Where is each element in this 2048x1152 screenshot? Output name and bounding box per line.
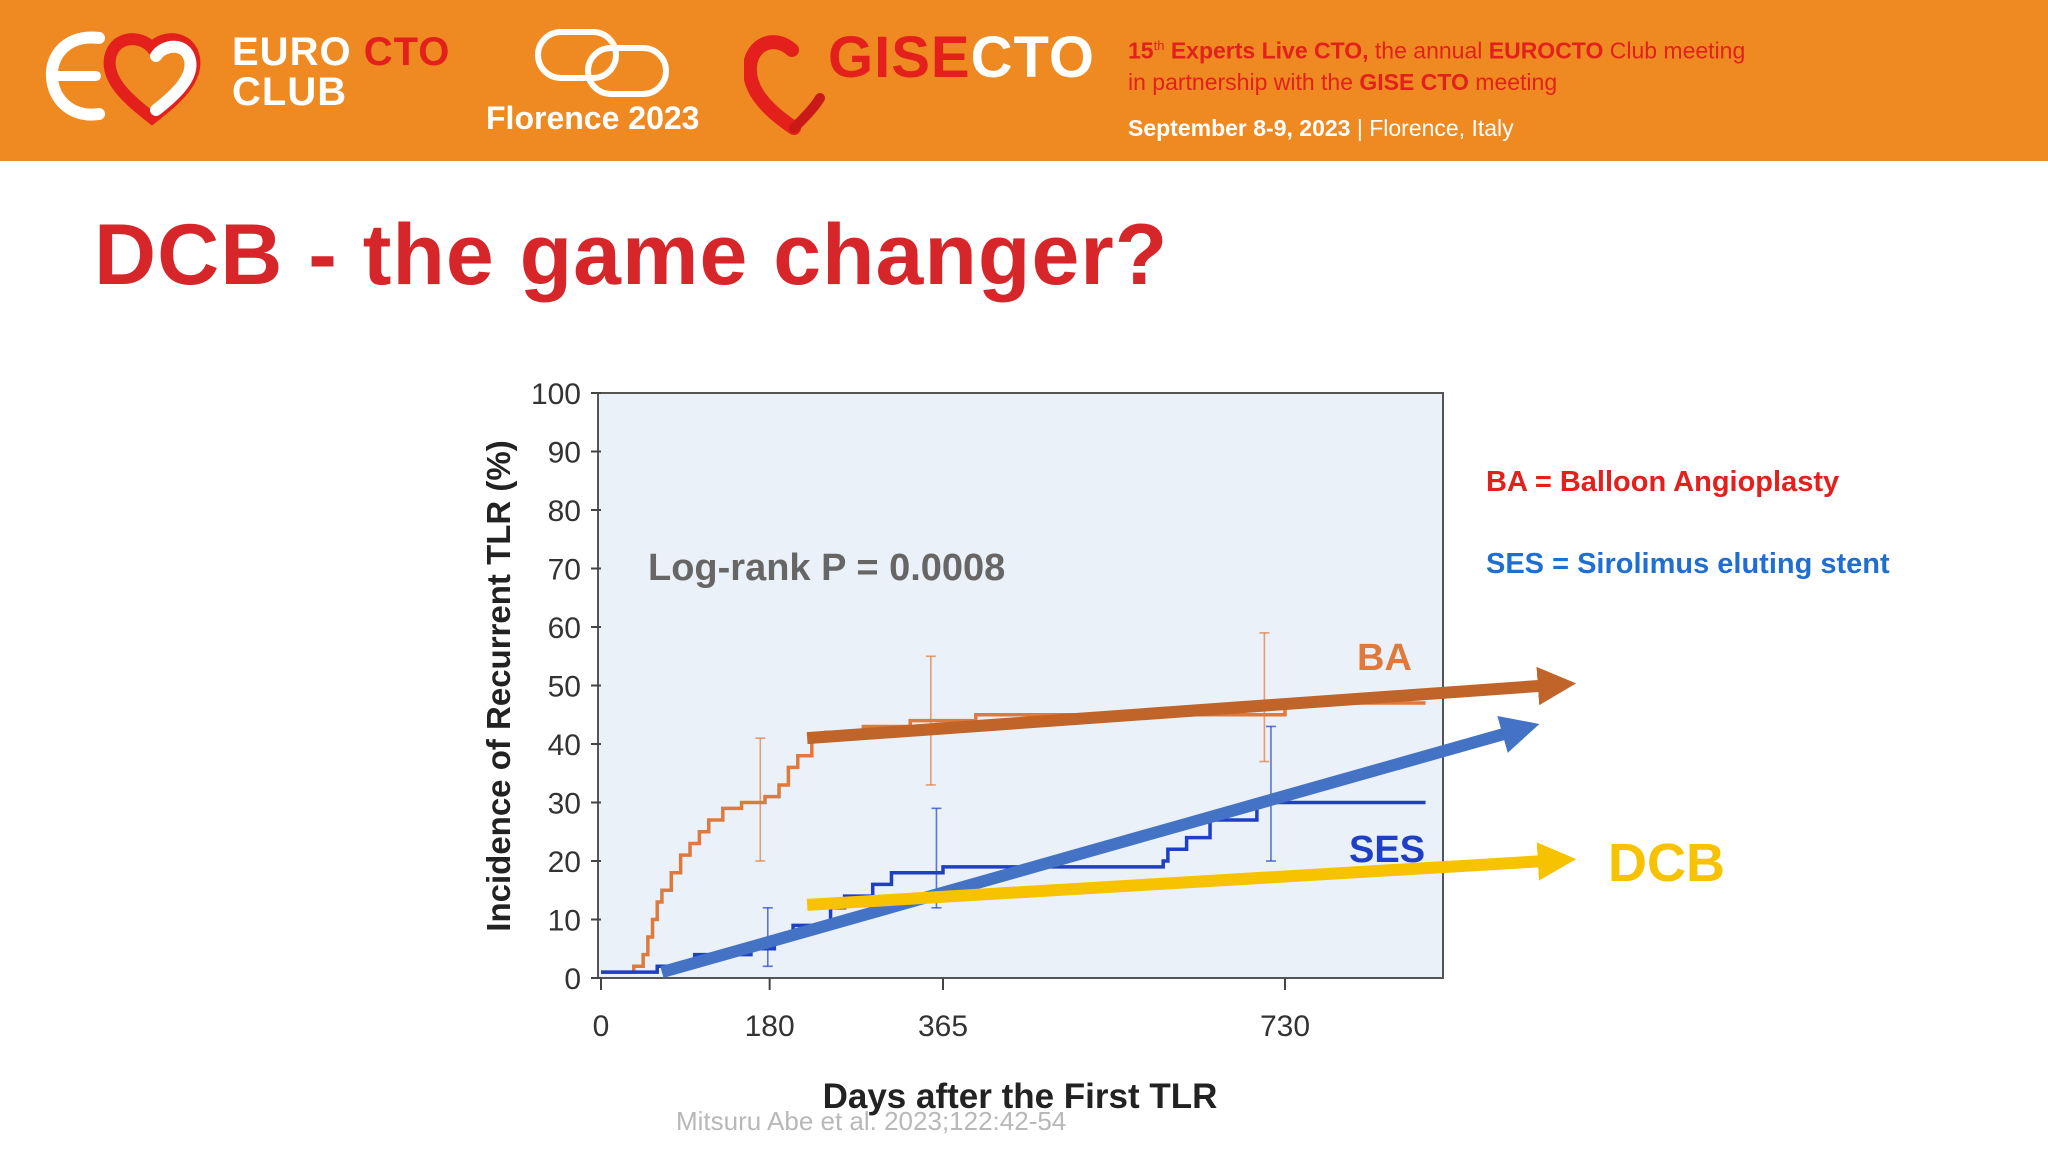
dcb-label: DCB <box>1608 833 1725 893</box>
chart-annotation: Log-rank P = 0.0008 <box>648 547 1005 589</box>
definition-ses: SES = Sirolimus eluting stent <box>1486 548 1890 580</box>
y-tick-label: 30 <box>548 788 581 821</box>
florence-chain-logo-icon <box>535 29 669 97</box>
y-tick-label: 20 <box>548 846 581 879</box>
x-tick-label: 365 <box>918 1010 968 1043</box>
series-line-ses <box>601 800 1426 974</box>
florence-label: Florence 2023 <box>486 100 700 136</box>
definition-ba: BA = Balloon Angioplasty <box>1486 466 1840 498</box>
y-tick-label: 50 <box>548 671 581 704</box>
gise-heart-logo-icon <box>744 35 825 135</box>
y-tick-label: 60 <box>548 612 581 645</box>
trend-arrow-ses-trend <box>660 715 1540 978</box>
y-tick-label: 10 <box>548 905 581 938</box>
trend-arrow-dcb <box>806 842 1577 911</box>
header-banner: EURO CTO CLUB Florence 2023 GISECTO 15th… <box>0 0 2048 161</box>
y-tick-label: 70 <box>548 554 581 587</box>
y-tick-label: 100 <box>531 378 581 411</box>
meeting-info: 15th Experts Live CTO, the annual EUROCT… <box>1128 37 1746 141</box>
x-tick-label: 0 <box>593 1010 610 1043</box>
y-tick-label: 0 <box>564 963 581 996</box>
series-label-ba: BA <box>1357 637 1412 679</box>
y-tick-label: 40 <box>548 729 581 762</box>
gise-cto-wordmark: GISECTO <box>828 25 1095 90</box>
series-label-ses: SES <box>1349 829 1425 871</box>
x-tick-label: 180 <box>745 1010 795 1043</box>
citation: Mitsuru Abe et al. 2023;122:42-54 <box>676 1106 1067 1136</box>
x-axis-label: Days after the First TLR <box>823 1077 1218 1116</box>
y-axis-label: Incidence of Recurrent TLR (%) <box>480 440 517 931</box>
x-tick-label: 730 <box>1260 1010 1310 1043</box>
slide-title: DCB - the game changer? <box>94 207 1169 303</box>
eurocto-heart-logo-icon <box>45 31 201 126</box>
y-tick-label: 90 <box>548 437 581 470</box>
y-tick-label: 80 <box>548 495 581 528</box>
trend-arrow-ba-trend <box>806 666 1577 745</box>
eurocto-wordmark: EURO CTO CLUB <box>232 30 451 114</box>
